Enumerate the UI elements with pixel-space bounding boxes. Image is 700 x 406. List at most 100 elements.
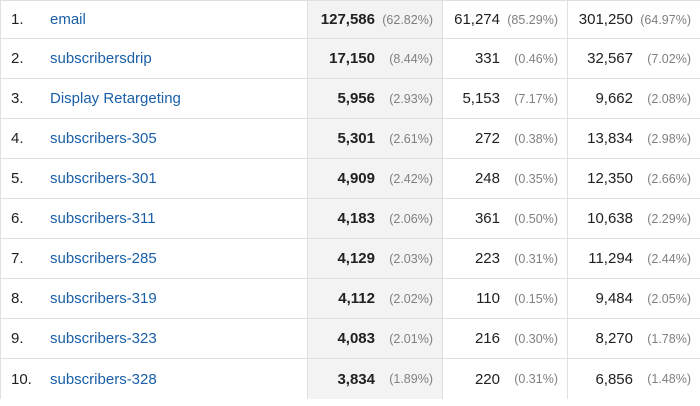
table-row: 9. subscribers-323 4,083 (2.01%) 216 (0.… (0, 319, 700, 359)
metric2-value: 110 (476, 290, 500, 307)
metric1-cell: 5,301 (2.61%) (307, 119, 442, 158)
metric3-percent: (1.78%) (647, 331, 691, 346)
metric3-value: 12,350 (587, 170, 633, 187)
metric3-value: 32,567 (587, 50, 633, 67)
metric1-percent: (1.89%) (389, 372, 433, 386)
metric1-cell: 3,834 (1.89%) (307, 359, 442, 399)
metric3-value: 9,484 (595, 290, 633, 307)
metric2-value: 5,153 (462, 90, 500, 107)
row-index: 1. (11, 11, 24, 28)
metric1-percent: (2.03%) (389, 251, 433, 266)
metric2-percent: (0.15%) (514, 291, 558, 306)
metric3-percent: (7.02%) (647, 51, 691, 66)
metric3-percent: (2.29%) (647, 211, 691, 226)
metric2-percent: (0.30%) (514, 331, 558, 346)
metric3-cell: 301,250 (64.97%) (567, 1, 700, 38)
metric3-value: 11,294 (588, 250, 633, 267)
row-index: 10. (11, 370, 32, 388)
metric3-value: 10,638 (587, 210, 633, 227)
metric1-value: 5,301 (337, 130, 375, 147)
metric1-value: 17,150 (329, 50, 375, 67)
label-cell: 3. Display Retargeting (0, 79, 307, 118)
metric2-percent: (7.17%) (514, 91, 558, 106)
metric3-cell: 8,270 (1.78%) (567, 319, 700, 358)
metric1-cell: 4,909 (2.42%) (307, 159, 442, 198)
metric3-percent: (2.08%) (647, 91, 691, 106)
campaign-link[interactable]: subscribers-305 (50, 130, 157, 147)
campaign-link[interactable]: subscribersdrip (50, 50, 152, 67)
metric1-value: 4,183 (337, 210, 375, 227)
metric2-value: 220 (474, 370, 500, 388)
campaign-link[interactable]: subscribers-328 (50, 370, 157, 388)
campaign-link[interactable]: subscribers-311 (50, 210, 156, 227)
metric3-percent: (2.44%) (647, 251, 691, 266)
metric1-value: 4,112 (338, 290, 375, 307)
table-row: 2. subscribersdrip 17,150 (8.44%) 331 (0… (0, 39, 700, 79)
metric1-value: 4,083 (337, 330, 375, 347)
metric3-cell: 11,294 (2.44%) (567, 239, 700, 278)
label-cell: 10. subscribers-328 (0, 359, 307, 399)
table-row: 3. Display Retargeting 5,956 (2.93%) 5,1… (0, 79, 700, 119)
metric1-value: 127,586 (320, 11, 375, 28)
metric2-percent: (0.46%) (514, 51, 558, 66)
metric1-percent: (2.02%) (389, 291, 433, 306)
metric3-cell: 10,638 (2.29%) (567, 199, 700, 238)
metric3-value: 13,834 (587, 130, 633, 147)
campaign-link[interactable]: subscribers-319 (50, 290, 157, 307)
metric3-percent: (2.05%) (647, 291, 691, 306)
metric3-cell: 9,484 (2.05%) (567, 279, 700, 318)
metric2-value: 216 (474, 330, 500, 347)
campaign-link[interactable]: Display Retargeting (50, 90, 181, 107)
metric3-cell: 13,834 (2.98%) (567, 119, 700, 158)
metric2-value: 248 (474, 170, 500, 187)
row-index: 3. (11, 90, 24, 107)
row-index: 6. (11, 210, 24, 227)
metric2-value: 331 (474, 50, 500, 67)
metric2-percent: (0.35%) (514, 171, 558, 186)
metric2-cell: 216 (0.30%) (442, 319, 567, 358)
metric2-cell: 272 (0.38%) (442, 119, 567, 158)
metric2-value: 223 (474, 250, 500, 267)
label-cell: 9. subscribers-323 (0, 319, 307, 358)
metric3-value: 301,250 (578, 11, 633, 28)
row-index: 5. (11, 170, 24, 187)
row-index: 9. (11, 330, 24, 347)
table-row: 7. subscribers-285 4,129 (2.03%) 223 (0.… (0, 239, 700, 279)
metric2-cell: 110 (0.15%) (442, 279, 567, 318)
metric3-percent: (64.97%) (640, 12, 691, 27)
label-cell: 2. subscribersdrip (0, 39, 307, 78)
metric1-percent: (2.42%) (389, 171, 433, 186)
campaign-link[interactable]: subscribers-301 (50, 170, 157, 187)
metric1-cell: 127,586 (62.82%) (307, 1, 442, 38)
metric2-cell: 220 (0.31%) (442, 359, 567, 399)
table-row: 4. subscribers-305 5,301 (2.61%) 272 (0.… (0, 119, 700, 159)
metric1-cell: 5,956 (2.93%) (307, 79, 442, 118)
metric1-percent: (8.44%) (389, 51, 433, 66)
table-row: 1. email 127,586 (62.82%) 61,274 (85.29%… (0, 1, 700, 39)
metric2-cell: 331 (0.46%) (442, 39, 567, 78)
metric1-percent: (2.01%) (389, 331, 433, 346)
label-cell: 8. subscribers-319 (0, 279, 307, 318)
metric3-cell: 9,662 (2.08%) (567, 79, 700, 118)
label-cell: 4. subscribers-305 (0, 119, 307, 158)
metric2-percent: (0.31%) (514, 251, 558, 266)
metric3-percent: (2.66%) (647, 171, 691, 186)
metric3-cell: 32,567 (7.02%) (567, 39, 700, 78)
row-index: 8. (11, 290, 24, 307)
campaign-link[interactable]: email (50, 11, 86, 28)
metric3-percent: (1.48%) (647, 372, 691, 386)
metric1-cell: 17,150 (8.44%) (307, 39, 442, 78)
campaign-link[interactable]: subscribers-285 (50, 250, 157, 267)
label-cell: 1. email (0, 1, 307, 38)
metric2-percent: (85.29%) (507, 12, 558, 27)
metric1-percent: (2.06%) (389, 211, 433, 226)
row-index: 7. (11, 250, 24, 267)
metric1-percent: (2.93%) (389, 91, 433, 106)
metric3-cell: 12,350 (2.66%) (567, 159, 700, 198)
label-cell: 6. subscribers-311 (0, 199, 307, 238)
campaign-link[interactable]: subscribers-323 (50, 330, 157, 347)
metric2-value: 361 (474, 210, 500, 227)
metric2-cell: 223 (0.31%) (442, 239, 567, 278)
metric1-value: 3,834 (337, 370, 375, 388)
